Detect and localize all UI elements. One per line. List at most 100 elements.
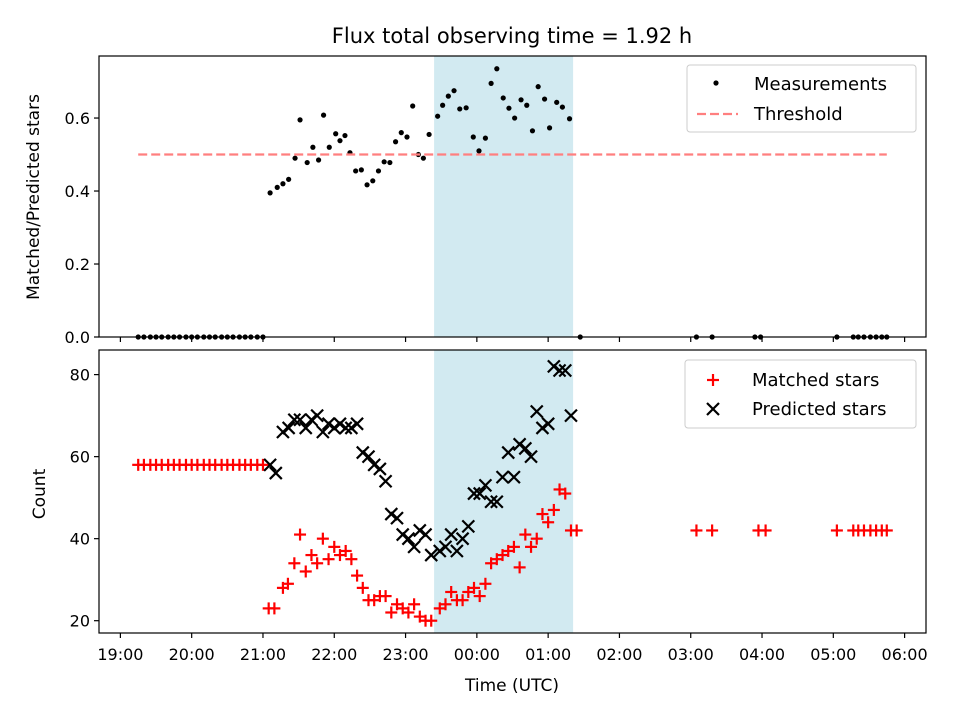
predicted-point <box>407 540 421 554</box>
predicted-point-b <box>518 441 533 456</box>
x-tick-label: 04:00 <box>739 645 785 664</box>
predicted-point-b <box>444 527 458 542</box>
predicted-point-b <box>478 478 493 493</box>
top-y-axis-label: Matched/Predicted stars <box>24 94 44 300</box>
measurement-point <box>470 134 476 140</box>
matched-point <box>345 553 358 566</box>
predicted-point-b <box>356 445 370 460</box>
measurement-point <box>512 115 518 121</box>
y-tick-label: 0.2 <box>65 255 90 274</box>
x-tick-label: 22:00 <box>311 645 357 664</box>
matched-point <box>513 561 526 574</box>
matched-point <box>294 528 307 541</box>
predicted-point-b <box>450 544 464 558</box>
predicted-point-b <box>424 548 439 562</box>
measurement-point <box>292 155 298 161</box>
predicted-point <box>524 449 538 464</box>
predicted-point <box>501 445 516 460</box>
top-legend: Measurements Threshold <box>686 64 917 133</box>
measurement-point <box>524 102 530 108</box>
predicted-point <box>433 544 447 558</box>
predicted-point <box>461 519 476 534</box>
y-tick-label: 0.6 <box>65 109 90 128</box>
top-axes-frame <box>98 55 927 338</box>
x-tick-label: 21:00 <box>240 645 286 664</box>
bottom-y-ticks: 20 40 60 80 <box>70 366 99 631</box>
x-axis-label: Time (UTC) <box>464 676 559 696</box>
bottom-panel: 20 40 60 80 19:00 20:00 21:00 22:00 23:00 00:00 0… <box>30 349 928 696</box>
measurement-point <box>304 159 310 166</box>
measurement-point <box>494 66 500 72</box>
measurement-point <box>392 139 399 145</box>
predicted-point-b <box>495 470 510 484</box>
predicted-point-b <box>501 445 516 460</box>
measurement-point <box>320 112 327 118</box>
predicted-point <box>310 408 324 423</box>
predicted-point <box>298 421 313 435</box>
predicted-point-b <box>373 462 387 476</box>
matched-point <box>690 524 703 537</box>
predicted-point <box>507 470 521 484</box>
predicted-point <box>424 548 439 562</box>
matched-point <box>507 540 520 553</box>
legend-label-threshold: Threshold <box>753 104 843 125</box>
x-tick-label: 02:00 <box>596 645 642 664</box>
bottom-axes-frame <box>98 349 927 634</box>
predicted-point <box>281 421 296 435</box>
legend-label-matched: Matched stars <box>752 370 879 391</box>
measurement-point <box>370 178 376 184</box>
predicted-point-b <box>378 474 393 489</box>
measurement-point <box>457 106 463 112</box>
predicted-point <box>378 474 393 489</box>
predicted-point <box>304 412 319 427</box>
predicted-point-b <box>552 363 567 378</box>
predicted-point <box>518 441 533 456</box>
matched-point <box>525 540 538 553</box>
predicted-point-b <box>298 421 313 435</box>
top-y-ticks: 0.0 0.2 0.4 0.6 <box>65 109 99 347</box>
measurement-point <box>398 130 404 136</box>
matched-point <box>547 503 560 516</box>
matched-point <box>830 524 843 537</box>
predicted-point-b <box>490 494 504 509</box>
predicted-point-b <box>333 417 347 431</box>
x-tick-label: 03:00 <box>668 645 714 664</box>
predicted-point-b <box>541 417 555 431</box>
measurement-point <box>445 93 451 99</box>
measurement-point <box>381 159 387 165</box>
measurement-point <box>358 167 364 173</box>
predicted-point <box>455 531 470 546</box>
top-x-ticks <box>119 337 906 342</box>
predicted-point-b <box>350 417 364 431</box>
matched-point <box>385 606 398 619</box>
matched-point <box>311 557 324 570</box>
predicted-point-b <box>467 486 481 501</box>
matched-point <box>456 594 469 607</box>
measurement-point <box>541 96 548 102</box>
predicted-point <box>535 421 550 435</box>
predicted-point <box>361 449 376 464</box>
measurement-point <box>535 84 541 90</box>
measurement-point <box>488 80 494 86</box>
legend-label-measurements: Measurements <box>754 74 887 95</box>
matched-point <box>351 569 364 582</box>
measurement-point <box>506 105 512 111</box>
bottom-x-ticks: 19:00 20:00 21:00 22:00 23:00 00:00 01:00 02:00… <box>97 633 928 664</box>
matched-point <box>559 487 572 500</box>
predicted-point-b <box>269 466 283 480</box>
predicted-point-b <box>395 527 410 542</box>
predicted-point-b <box>401 531 416 546</box>
predicted-point-b <box>390 511 404 525</box>
measurement-point <box>353 168 359 174</box>
matched-point <box>445 585 458 598</box>
matched-point <box>473 590 486 603</box>
measurement-point <box>387 159 393 166</box>
measurement-point <box>554 99 560 105</box>
predicted-point <box>401 531 416 546</box>
predicted-point <box>356 445 370 460</box>
measurement-point <box>274 184 280 190</box>
predicted-point <box>490 494 504 509</box>
measurement-point <box>463 105 469 111</box>
measurement-point <box>546 125 553 131</box>
